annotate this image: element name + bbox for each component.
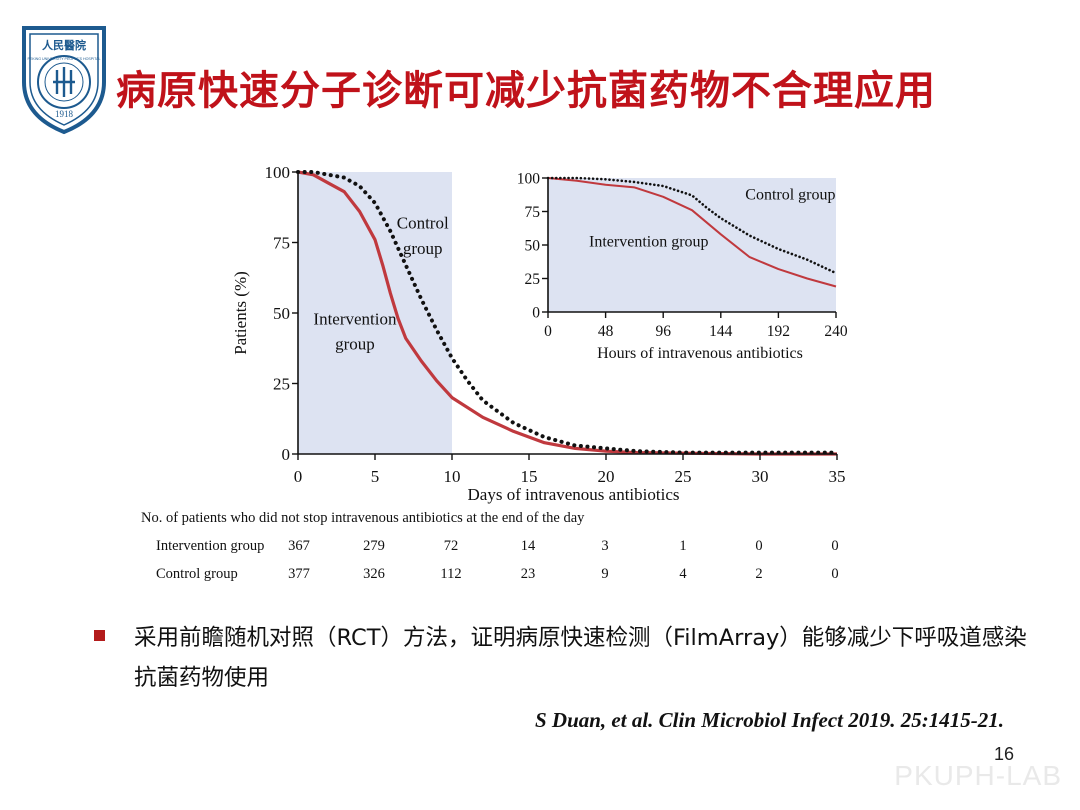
main-axes: 0 5 10 15 20 25 30 35 0 25 50 75 100 xyxy=(265,163,846,486)
inset-axes: 0 48 96 144 192 240 0 25 50 75 100 xyxy=(517,170,848,340)
risk-table-row-label: Intervention group xyxy=(156,538,264,554)
chart-annotation: Intervention group xyxy=(589,233,709,250)
y-tick-label: 50 xyxy=(273,304,290,323)
inset-x-axis-label: Hours of intravenous antibiotics xyxy=(597,345,803,362)
y-tick-label: 25 xyxy=(525,271,541,288)
risk-table-cell: 4 xyxy=(679,566,687,582)
logo-top-text: 人民醫院 xyxy=(42,38,86,52)
series-line-intervention-group xyxy=(547,177,837,288)
risk-table-cell: 23 xyxy=(521,566,536,582)
risk-table-cell: 0 xyxy=(831,538,838,554)
main-x-axis-label: Days of intravenous antibiotics xyxy=(468,485,680,504)
x-tick-label: 15 xyxy=(521,467,538,486)
risk-table-cell: 377 xyxy=(288,566,310,582)
logo-year: 1918 xyxy=(55,109,74,119)
page-number: 16 xyxy=(993,744,1014,764)
logo-ring-text: PEKING UNIVERSITY PEOPLE'S HOSPITAL xyxy=(27,57,100,61)
series-line-control-group xyxy=(546,176,838,275)
series-line-control-group xyxy=(296,170,839,455)
x-tick-label: 25 xyxy=(675,467,692,486)
logo-inner-ring xyxy=(44,62,84,102)
logo-emblem-icon xyxy=(53,67,75,97)
citation: S Duan, et al. Clin Microbiol Infect 201… xyxy=(534,708,1004,732)
chart-annotation: Control group xyxy=(745,186,835,203)
x-tick-label: 30 xyxy=(752,467,769,486)
x-tick-label: 48 xyxy=(598,323,614,340)
x-tick-label: 96 xyxy=(655,323,671,340)
intervention-period-shade xyxy=(298,172,452,454)
main-series-lines xyxy=(296,170,839,456)
main-y-axis-label: Patients (%) xyxy=(231,271,250,355)
y-tick-label: 100 xyxy=(265,163,291,182)
hospital-logo: 人民醫院 1918 PEKING UNIVERSITY PEOPLE'S HOS… xyxy=(22,26,106,135)
y-tick-label: 100 xyxy=(517,170,541,187)
y-tick-label: 75 xyxy=(273,233,290,252)
risk-table-cell: 112 xyxy=(440,566,461,582)
risk-table-title: No. of patients who did not stop intrave… xyxy=(141,510,585,526)
risk-table-cell: 2 xyxy=(755,566,762,582)
risk-table: No. of patients who did not stop intrave… xyxy=(141,510,839,582)
x-tick-label: 192 xyxy=(767,323,790,340)
inset-plot: 0 48 96 144 192 240 0 25 50 75 100 Hours of intrav… xyxy=(517,170,848,362)
risk-table-cell: 0 xyxy=(831,566,838,582)
chart-annotation: group xyxy=(403,239,443,258)
risk-table-cell: 72 xyxy=(444,538,459,554)
slide-title: 病原快速分子诊断可减少抗菌药物不合理应用 xyxy=(116,68,936,114)
y-tick-label: 75 xyxy=(525,204,541,221)
x-tick-label: 144 xyxy=(709,323,733,340)
series-line-intervention-group xyxy=(297,170,837,456)
shield-inner xyxy=(29,33,99,126)
chart-annotation: group xyxy=(335,335,375,354)
x-tick-label: 10 xyxy=(444,467,461,486)
x-tick-label: 5 xyxy=(371,467,380,486)
x-tick-label: 240 xyxy=(824,323,848,340)
risk-table-cell: 14 xyxy=(521,538,536,554)
risk-table-cell: 279 xyxy=(363,538,385,554)
inset-annotations: Control group Intervention group xyxy=(589,186,835,250)
risk-table-rows: Intervention group 367 279 72 14 3 1 0 0 Control … xyxy=(156,538,839,582)
risk-table-row-label: Control group xyxy=(156,566,238,582)
inset-background xyxy=(548,178,836,312)
bullet-text: 采用前瞻随机对照（RCT）方法，证明病原快速检测（FilmArray）能够减少下… xyxy=(134,625,1027,691)
risk-table-cell: 1 xyxy=(679,538,686,554)
risk-table-cell: 326 xyxy=(363,566,385,582)
risk-table-cell: 367 xyxy=(288,538,310,554)
main-plot: 0 5 10 15 20 25 30 35 0 25 50 75 100 Patients (%) Da… xyxy=(231,163,846,504)
chart-annotation: Intervention xyxy=(313,309,397,328)
y-tick-label: 0 xyxy=(532,304,540,321)
bullet-marker-icon xyxy=(94,630,105,641)
inset-series-lines xyxy=(546,176,838,288)
x-tick-label: 0 xyxy=(294,467,303,486)
watermark: PKUPH-LAB xyxy=(894,760,1062,791)
y-tick-label: 50 xyxy=(525,237,541,254)
risk-table-cell: 9 xyxy=(601,566,608,582)
y-tick-label: 25 xyxy=(273,374,290,393)
y-tick-label: 0 xyxy=(282,445,291,464)
x-tick-label: 0 xyxy=(544,323,552,340)
main-annotations: Control group Intervention group xyxy=(313,213,449,353)
risk-table-cell: 3 xyxy=(601,538,608,554)
logo-ring xyxy=(37,55,91,109)
x-tick-label: 20 xyxy=(598,467,615,486)
chart-annotation: Control xyxy=(397,213,449,232)
risk-table-cell: 0 xyxy=(755,538,762,554)
x-tick-label: 35 xyxy=(829,467,846,486)
